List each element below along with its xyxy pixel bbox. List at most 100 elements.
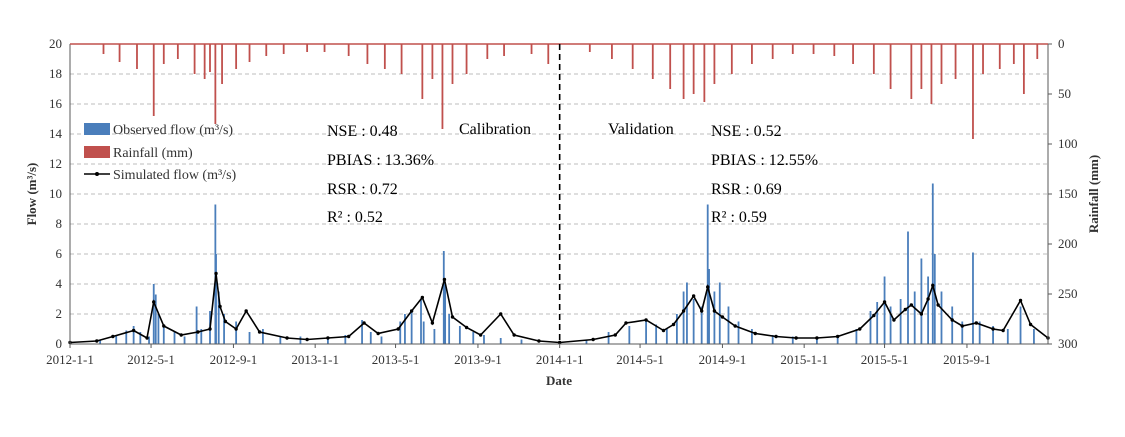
simulated-flow-point — [919, 312, 924, 316]
simulated-flow-point — [720, 315, 725, 319]
observed-flow-bar — [713, 291, 716, 344]
rainfall-bar — [366, 44, 369, 64]
rainfall-bar — [852, 44, 854, 64]
rainfall-bar — [214, 44, 217, 124]
rainfall-bar — [136, 44, 138, 69]
simulated-flow-point — [111, 334, 115, 339]
rainfall-bar — [954, 44, 957, 79]
rainfall-bar — [431, 44, 434, 79]
rainfall-bar — [611, 44, 613, 59]
observed-flow-bar — [195, 306, 198, 344]
observed-flow-bar — [1019, 306, 1022, 344]
calibration-pbias: PBIAS : 13.36% — [327, 152, 434, 169]
observed-flow-bar — [420, 299, 422, 344]
observed-flow-bar — [628, 326, 631, 344]
rainfall-bar — [118, 44, 121, 62]
simulated-flow-point — [218, 304, 222, 309]
simulated-flow-point — [234, 327, 238, 331]
observed-flow-bar — [692, 299, 695, 344]
calibration-rsr: RSR : 0.72 — [327, 181, 398, 198]
simulated-flow-point — [892, 318, 896, 322]
observed-flow-bar — [215, 254, 217, 344]
simulated-flow-point — [257, 330, 262, 334]
simulated-flow-point — [1018, 298, 1023, 303]
rainfall-bar — [347, 44, 350, 56]
observed-flow-bar — [344, 335, 347, 344]
observed-flow-bar — [262, 329, 264, 344]
observed-flow-bar — [139, 332, 142, 344]
simulated-flow-point — [223, 319, 228, 324]
simulated-flow-point — [691, 294, 696, 298]
rainfall-bar — [547, 44, 550, 64]
right-y-tick-label: 100 — [1058, 136, 1078, 151]
simulated-flow-point — [162, 324, 166, 328]
right-y-tick-label: 50 — [1058, 86, 1071, 101]
observed-flow-bar — [961, 321, 964, 344]
left-y-axis-title: Flow (m³/s) — [24, 163, 39, 226]
left-y-tick-label: 16 — [49, 96, 63, 111]
rainfall-bar — [751, 44, 753, 64]
observed-flow-bar — [483, 335, 485, 344]
rainfall-bar — [306, 44, 309, 52]
observed-flow-bar — [751, 329, 753, 344]
simulated-flow-point — [196, 330, 200, 334]
simulated-flow-point — [774, 334, 778, 339]
validation-label: Validation — [608, 121, 674, 138]
observed-flow-bar — [992, 326, 994, 344]
observed-flow-bar — [771, 335, 774, 344]
observed-flow-bar — [889, 306, 892, 344]
observed-flow-bar — [876, 302, 879, 344]
observed-flow-bar — [708, 269, 710, 344]
observed-flow-bar — [927, 276, 929, 344]
observed-flow-bar — [162, 326, 165, 344]
right-y-tick-label: 200 — [1058, 236, 1078, 251]
rainfall-bar — [730, 44, 733, 74]
simulated-flow-point — [376, 331, 380, 336]
observed-flow-bar — [380, 336, 383, 344]
simulated-flow-point — [244, 309, 248, 313]
observed-flow-bar — [99, 339, 102, 344]
rainfall-bar — [920, 44, 923, 89]
observed-flow-bar — [433, 329, 436, 344]
observed-flow-bar — [706, 204, 709, 344]
rainfall-bar — [771, 44, 774, 59]
observed-flow-bar — [920, 258, 923, 344]
calibration-label: Calibration — [459, 121, 531, 138]
legend-rainfall-label: Rainfall (mm) — [113, 146, 193, 161]
calibration-nse: NSE : 0.48 — [327, 123, 398, 140]
simulated-flow-point — [1001, 328, 1005, 333]
observed-flow-bar — [223, 314, 225, 344]
left-y-tick-label: 0 — [56, 336, 63, 351]
observed-flow-bars — [99, 183, 1035, 344]
rainfall-bar — [102, 44, 105, 54]
simulated-flow-point — [835, 334, 840, 339]
observed-flow-bar — [585, 339, 588, 344]
observed-flow-bar — [899, 299, 902, 344]
x-tick-label: 2014-5-1 — [616, 352, 664, 367]
simulated-flow-point — [858, 327, 862, 331]
rainfall-bar — [833, 44, 836, 56]
rainfall-bar — [400, 44, 403, 74]
rainfall-bar — [588, 44, 591, 52]
observed-flow-bar — [115, 335, 118, 344]
rainfall-bar — [383, 44, 386, 69]
observed-flow-bar — [727, 306, 730, 344]
simulated-flow-point — [591, 337, 595, 342]
simulated-flow-point — [537, 339, 541, 343]
rainfall-bar — [248, 44, 251, 62]
observed-flow-bar — [645, 321, 647, 344]
simulated-flow-point — [931, 283, 935, 288]
simulated-flow-point — [557, 340, 562, 345]
legend-simulated-label: Simulated flow (m³/s) — [113, 168, 237, 183]
simulated-flow-point — [712, 309, 717, 313]
simulated-flow-point — [661, 328, 666, 333]
rainfall-bar — [669, 44, 672, 89]
rainfall-bar — [631, 44, 634, 69]
calibration-r2: R² : 0.52 — [327, 209, 383, 226]
observed-flow-bar — [410, 309, 413, 344]
simulated-flow-point — [613, 333, 617, 337]
rainfall-bar — [193, 44, 196, 74]
observed-flow-bar — [173, 332, 176, 344]
simulated-flow-point — [326, 336, 330, 340]
